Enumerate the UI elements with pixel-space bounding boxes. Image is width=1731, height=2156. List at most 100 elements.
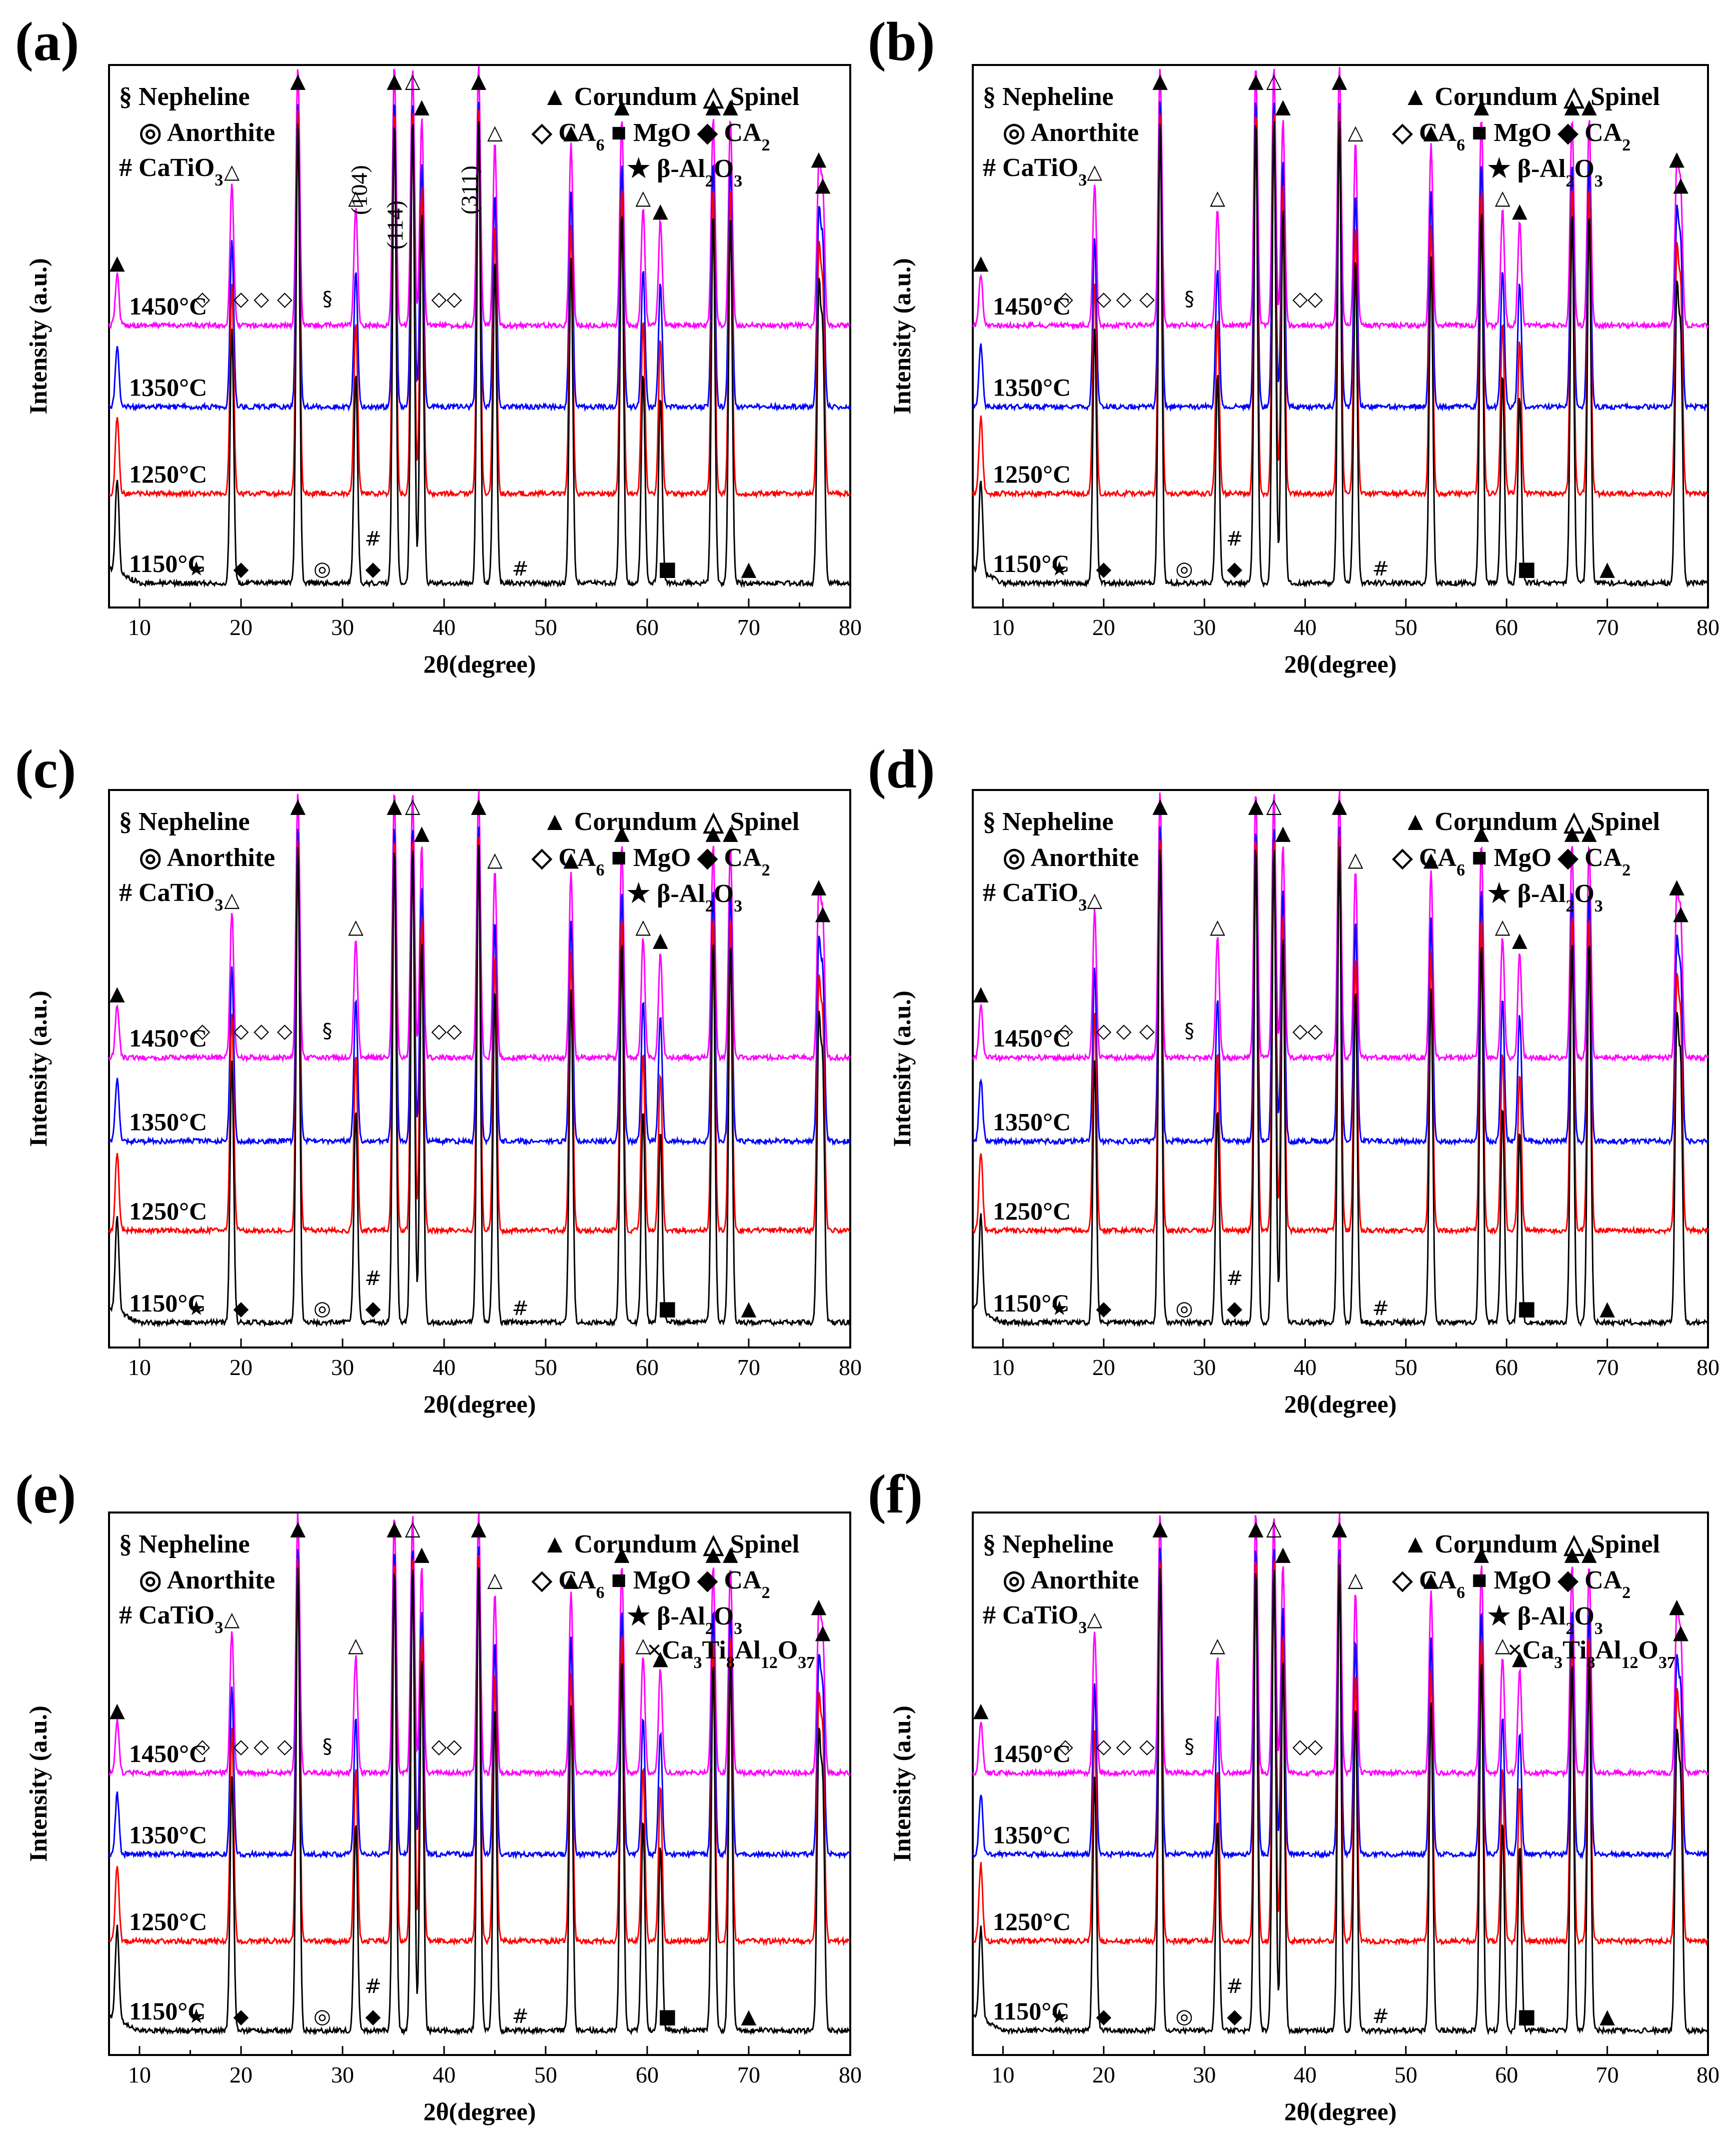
x-tick-label: 70 xyxy=(737,614,760,640)
series-label-1450: 1450°C xyxy=(993,292,1071,320)
x-tick-label: 70 xyxy=(737,1354,760,1380)
phase-marker: ▲ xyxy=(706,1542,721,1566)
phase-marker: ▲ xyxy=(815,173,831,196)
phase-marker-1450: § xyxy=(322,288,332,310)
phase-marker: ▲ xyxy=(563,121,579,144)
phase-marker-1150: # xyxy=(1372,1297,1389,1320)
x-tick-label: 20 xyxy=(1092,1354,1115,1380)
phase-marker: ▲ xyxy=(1669,1594,1684,1618)
phase-marker: ▲ xyxy=(1564,822,1580,844)
phase-marker: ▲ xyxy=(723,95,738,118)
phase-marker: ▲ xyxy=(1581,1542,1597,1566)
phase-marker: △ xyxy=(487,1568,503,1592)
phase-marker: ▲ xyxy=(1673,173,1688,196)
series-label-1450: 1450°C xyxy=(993,1024,1071,1052)
panel-label: (c) xyxy=(15,738,76,800)
phase-marker-1450: ◇ xyxy=(234,1735,249,1758)
phase-marker-1150: ◎ xyxy=(1175,2005,1193,2028)
y-axis-title: Intensity (a.u.) xyxy=(24,1706,52,1862)
phase-marker: △ xyxy=(487,848,503,872)
series-label-1150: 1150°C xyxy=(129,1997,206,2025)
legend-anorthite: ◎ Anorthite xyxy=(1003,1566,1139,1594)
phase-marker: △ xyxy=(1210,1634,1225,1656)
phase-marker: △ xyxy=(1348,1568,1363,1592)
series-label-1350: 1350°C xyxy=(993,1821,1071,1849)
phase-marker: ▲ xyxy=(653,928,668,952)
phase-marker: ▲ xyxy=(1669,875,1684,898)
y-axis-title: Intensity (a.u.) xyxy=(888,1706,916,1862)
x-tick-label: 40 xyxy=(1294,2062,1317,2088)
legend-nepheline: § Nepheline xyxy=(983,82,1113,111)
x-tick-label: 20 xyxy=(230,2062,253,2088)
phase-marker: ▲ xyxy=(614,1542,630,1566)
legend-catio3: # CaTiO3 xyxy=(119,1601,223,1637)
phase-marker-1450: ◇ xyxy=(1292,1020,1308,1042)
phase-marker-1150: # xyxy=(512,1297,529,1320)
phase-marker: ▲ xyxy=(1673,1620,1688,1644)
x-tick-label: 40 xyxy=(433,2062,456,2088)
panel-label: (d) xyxy=(868,738,935,800)
series-label-1450: 1450°C xyxy=(129,1024,207,1052)
series-line-1150 xyxy=(972,846,1708,1328)
x-tick-label: 40 xyxy=(1294,614,1317,640)
phase-marker: △ xyxy=(635,186,651,209)
phase-marker-1150: # xyxy=(1372,2005,1389,2028)
phase-marker: ▲ xyxy=(973,982,989,1005)
phase-marker-1450: ◇ xyxy=(1096,1735,1111,1758)
xrd-panel-f: (f) 10 20 30 40 50 60 70 80 2θ(degree) Intensity (… xyxy=(868,1464,1719,2126)
phase-marker: △ xyxy=(348,1634,364,1656)
legend-corundum-spinel: ▲ Corundum △ Spinel xyxy=(542,808,799,836)
phase-marker-1450: § xyxy=(322,1020,332,1042)
phase-marker-1150: ◆ xyxy=(1096,558,1111,580)
phase-marker-1150: # xyxy=(1226,528,1243,550)
phase-marker-1150: ◆ xyxy=(234,558,249,580)
phase-marker: ▲ xyxy=(1581,95,1597,118)
panel-label: (a) xyxy=(15,11,79,72)
phase-marker-1150: # xyxy=(512,558,529,580)
x-tick-label: 50 xyxy=(1394,614,1417,640)
phase-marker: ▲ xyxy=(811,147,827,170)
phase-marker-1450: § xyxy=(1184,1735,1194,1758)
legend-ca3ti8al12o37: ×Ca3Ti8Al12O37 xyxy=(647,1636,815,1672)
phase-marker: ▲ xyxy=(1152,70,1168,92)
x-tick-label: 50 xyxy=(534,614,557,640)
phase-marker-1450: ◇ xyxy=(1116,288,1132,310)
series-label-1150: 1150°C xyxy=(129,550,206,578)
phase-marker-1150: ◆ xyxy=(365,1297,381,1320)
phase-marker: ▲ xyxy=(1248,794,1263,818)
series-label-1450: 1450°C xyxy=(129,292,207,320)
phase-marker: △ xyxy=(1495,915,1510,938)
phase-marker: △ xyxy=(1495,1634,1510,1656)
phase-marker: ▲ xyxy=(723,822,738,844)
legend-ca6-mgo-ca2: ◇ CA6 ■ MgO ◆ CA2 xyxy=(531,1566,770,1602)
phase-marker-1150: # xyxy=(365,1267,382,1290)
phase-marker-1150: ◆ xyxy=(234,2005,249,2028)
phase-marker: ▲ xyxy=(414,95,430,118)
plot-frame xyxy=(972,64,1709,608)
legend-corundum-spinel: ▲ Corundum △ Spinel xyxy=(1402,1530,1660,1558)
phase-marker-1150: ▲ xyxy=(741,558,757,580)
series-line-1450 xyxy=(972,790,1709,1064)
phase-marker-1150: ★ xyxy=(1050,558,1068,580)
x-tick-label: 70 xyxy=(1596,614,1619,640)
x-axis-title: 2θ(degree) xyxy=(423,1390,536,1418)
phase-marker: △ xyxy=(1266,794,1282,818)
legend-anorthite: ◎ Anorthite xyxy=(139,118,275,147)
phase-marker: ▲ xyxy=(290,794,306,818)
legend-nepheline: § Nepheline xyxy=(983,1530,1113,1558)
phase-marker-1150: ■ xyxy=(1517,2005,1536,2028)
xrd-panel-a: (a) 10 20 30 40 50 60 70 80 2θ(degree) Intensity (… xyxy=(15,11,862,678)
phase-marker-1150: ▲ xyxy=(1599,558,1615,580)
x-tick-label: 30 xyxy=(331,1354,354,1380)
phase-marker: ▲ xyxy=(563,848,579,872)
x-tick-label: 10 xyxy=(128,614,151,640)
series-label-1250: 1250°C xyxy=(129,460,207,488)
legend-ca6-mgo-ca2: ◇ CA6 ■ MgO ◆ CA2 xyxy=(1392,118,1630,154)
phase-marker: △ xyxy=(405,70,421,92)
legend-beta-al2o3: ★ β-Al2O3 xyxy=(1487,880,1603,916)
x-tick-label: 20 xyxy=(1092,614,1115,640)
legend-anorthite: ◎ Anorthite xyxy=(139,844,275,872)
phase-marker-1450: § xyxy=(322,1735,332,1758)
phase-marker-1150: # xyxy=(365,1975,382,1998)
